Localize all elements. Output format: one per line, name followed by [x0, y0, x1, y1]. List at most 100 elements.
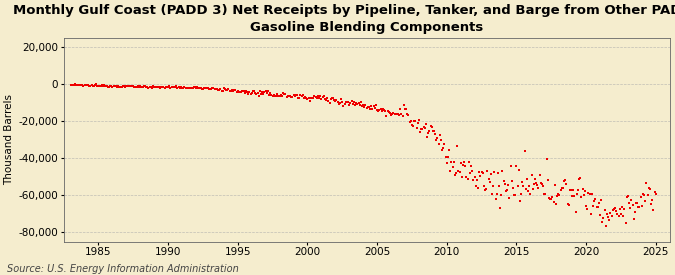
- Point: [490, 197, 501, 201]
- Point: [489, 170, 500, 174]
- Point: [411, 125, 422, 130]
- Point: [98, 84, 109, 88]
- Point: [109, 84, 120, 89]
- Point: [394, 113, 404, 118]
- Point: [569, 194, 580, 198]
- Point: [209, 87, 220, 91]
- Point: [167, 85, 178, 90]
- Point: [608, 208, 618, 212]
- Point: [343, 100, 354, 104]
- Point: [443, 155, 454, 159]
- Point: [111, 84, 122, 88]
- Point: [501, 189, 512, 193]
- Point: [229, 87, 240, 92]
- Point: [555, 188, 566, 192]
- Point: [416, 127, 427, 131]
- Point: [563, 203, 574, 207]
- Point: [95, 83, 105, 88]
- Point: [284, 94, 294, 98]
- Point: [621, 195, 632, 200]
- Point: [611, 209, 622, 213]
- Point: [379, 108, 389, 112]
- Point: [469, 175, 480, 179]
- Point: [237, 89, 248, 93]
- Point: [589, 199, 599, 204]
- Point: [614, 207, 625, 211]
- Point: [269, 94, 280, 98]
- Point: [605, 211, 616, 216]
- Point: [71, 82, 82, 87]
- Point: [431, 137, 441, 142]
- Point: [622, 194, 633, 198]
- Point: [512, 184, 523, 188]
- Point: [214, 87, 225, 92]
- Point: [610, 206, 620, 210]
- Point: [477, 170, 488, 175]
- Point: [188, 85, 199, 90]
- Point: [377, 107, 388, 111]
- Point: [327, 96, 338, 100]
- Point: [599, 207, 610, 212]
- Point: [467, 168, 478, 173]
- Point: [157, 85, 167, 89]
- Point: [153, 85, 164, 90]
- Point: [99, 83, 109, 87]
- Point: [380, 109, 391, 113]
- Point: [630, 201, 641, 206]
- Point: [295, 93, 306, 97]
- Point: [475, 174, 486, 178]
- Point: [645, 187, 655, 191]
- Point: [549, 183, 560, 187]
- Point: [456, 175, 467, 179]
- Point: [335, 101, 346, 105]
- Point: [146, 85, 157, 90]
- Point: [221, 87, 232, 92]
- Point: [287, 95, 298, 99]
- Point: [185, 86, 196, 90]
- Point: [362, 104, 373, 109]
- Point: [275, 93, 286, 98]
- Point: [294, 96, 304, 100]
- Point: [161, 85, 172, 89]
- Point: [219, 86, 230, 90]
- Point: [372, 108, 383, 112]
- Point: [479, 184, 489, 188]
- Point: [508, 186, 518, 190]
- Point: [306, 95, 317, 100]
- Point: [74, 83, 85, 87]
- Point: [559, 178, 570, 183]
- Point: [592, 205, 603, 209]
- Point: [274, 94, 285, 98]
- Point: [485, 180, 495, 184]
- Point: [626, 197, 637, 202]
- Point: [360, 103, 371, 107]
- Point: [470, 184, 481, 188]
- Point: [187, 86, 198, 90]
- Point: [293, 95, 304, 100]
- Point: [65, 83, 76, 87]
- Point: [148, 84, 159, 89]
- Point: [82, 83, 92, 87]
- Point: [124, 84, 134, 89]
- Point: [582, 207, 593, 212]
- Point: [265, 91, 275, 95]
- Point: [333, 102, 344, 106]
- Point: [182, 86, 193, 90]
- Point: [292, 93, 302, 97]
- Point: [178, 86, 188, 90]
- Point: [266, 93, 277, 98]
- Point: [624, 201, 634, 205]
- Point: [421, 122, 431, 126]
- Point: [389, 112, 400, 116]
- Point: [90, 82, 101, 86]
- Point: [648, 208, 659, 212]
- Point: [487, 192, 497, 196]
- Point: [180, 86, 191, 90]
- Point: [290, 93, 301, 97]
- Point: [392, 112, 402, 117]
- Point: [596, 198, 607, 202]
- Point: [497, 169, 508, 173]
- Point: [554, 192, 565, 197]
- Point: [373, 108, 383, 113]
- Point: [137, 84, 148, 89]
